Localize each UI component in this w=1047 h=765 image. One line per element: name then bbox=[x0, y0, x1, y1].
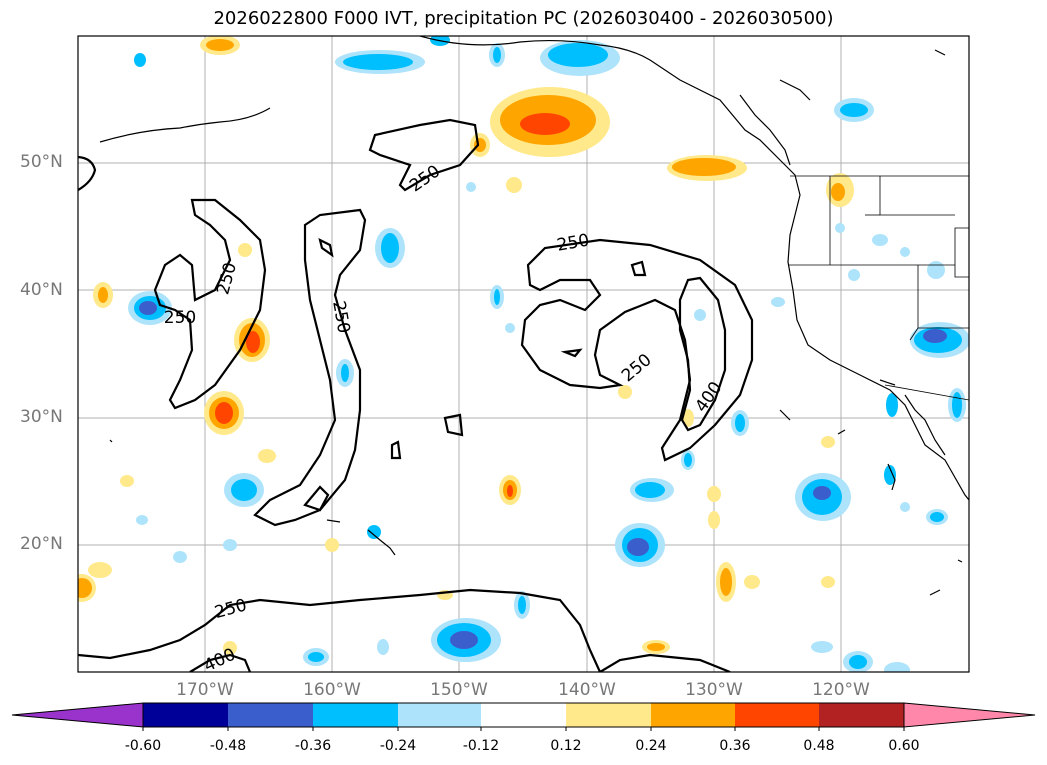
colorbar-pos-extend bbox=[903, 702, 1036, 728]
lon-label: 130°W bbox=[685, 680, 743, 700]
colorbar-tick-label: 0.12 bbox=[550, 738, 582, 754]
colorbar-tick-label: -0.36 bbox=[294, 738, 332, 754]
colorbar-segment bbox=[819, 703, 904, 727]
colorbar-tick-label: 0.36 bbox=[719, 738, 751, 754]
colorbar-segment bbox=[398, 703, 481, 727]
lat-label: 40°N bbox=[20, 280, 63, 300]
contour-label: 250 bbox=[164, 308, 196, 328]
colorbar-tick-label: 0.60 bbox=[888, 738, 920, 754]
political-boundaries bbox=[788, 175, 969, 401]
lon-label: 140°W bbox=[558, 680, 616, 700]
map-frame bbox=[77, 35, 970, 673]
colorbar-tick-label: -0.60 bbox=[124, 738, 162, 754]
lon-label: 160°W bbox=[303, 680, 361, 700]
colorbar-segment bbox=[481, 703, 566, 727]
map-title: 2026022800 F000 IVT, precipitation PC (2… bbox=[213, 8, 834, 29]
lat-label: 30°N bbox=[20, 407, 63, 427]
colorbar-segment bbox=[228, 703, 313, 727]
lat-label: 20°N bbox=[20, 534, 63, 554]
lon-label: 120°W bbox=[812, 680, 870, 700]
precip-anomaly-fill bbox=[78, 36, 969, 672]
coastline bbox=[99, 36, 969, 596]
colorbar-segment bbox=[143, 703, 228, 727]
colorbar-neg-extend bbox=[11, 702, 144, 728]
lat-label: 50°N bbox=[20, 152, 63, 172]
ivt-contours bbox=[78, 118, 754, 672]
colorbar-segment bbox=[735, 703, 819, 727]
lon-label: 150°W bbox=[430, 680, 488, 700]
colorbar-tick-label: -0.12 bbox=[462, 738, 500, 754]
colorbar-tick-label: 0.48 bbox=[803, 738, 835, 754]
map-content: 250 250 250 250 250 250 250 400 400 bbox=[78, 36, 969, 672]
colorbar-segment bbox=[566, 703, 651, 727]
colorbar-segment bbox=[313, 703, 398, 727]
colorbar-tick-label: 0.24 bbox=[635, 738, 667, 754]
colorbar-tick-label: -0.48 bbox=[209, 738, 247, 754]
colorbar bbox=[11, 702, 1036, 731]
colorbar-segment bbox=[651, 703, 735, 727]
colorbar-tick-label: -0.24 bbox=[379, 738, 417, 754]
lon-label: 170°W bbox=[176, 680, 234, 700]
